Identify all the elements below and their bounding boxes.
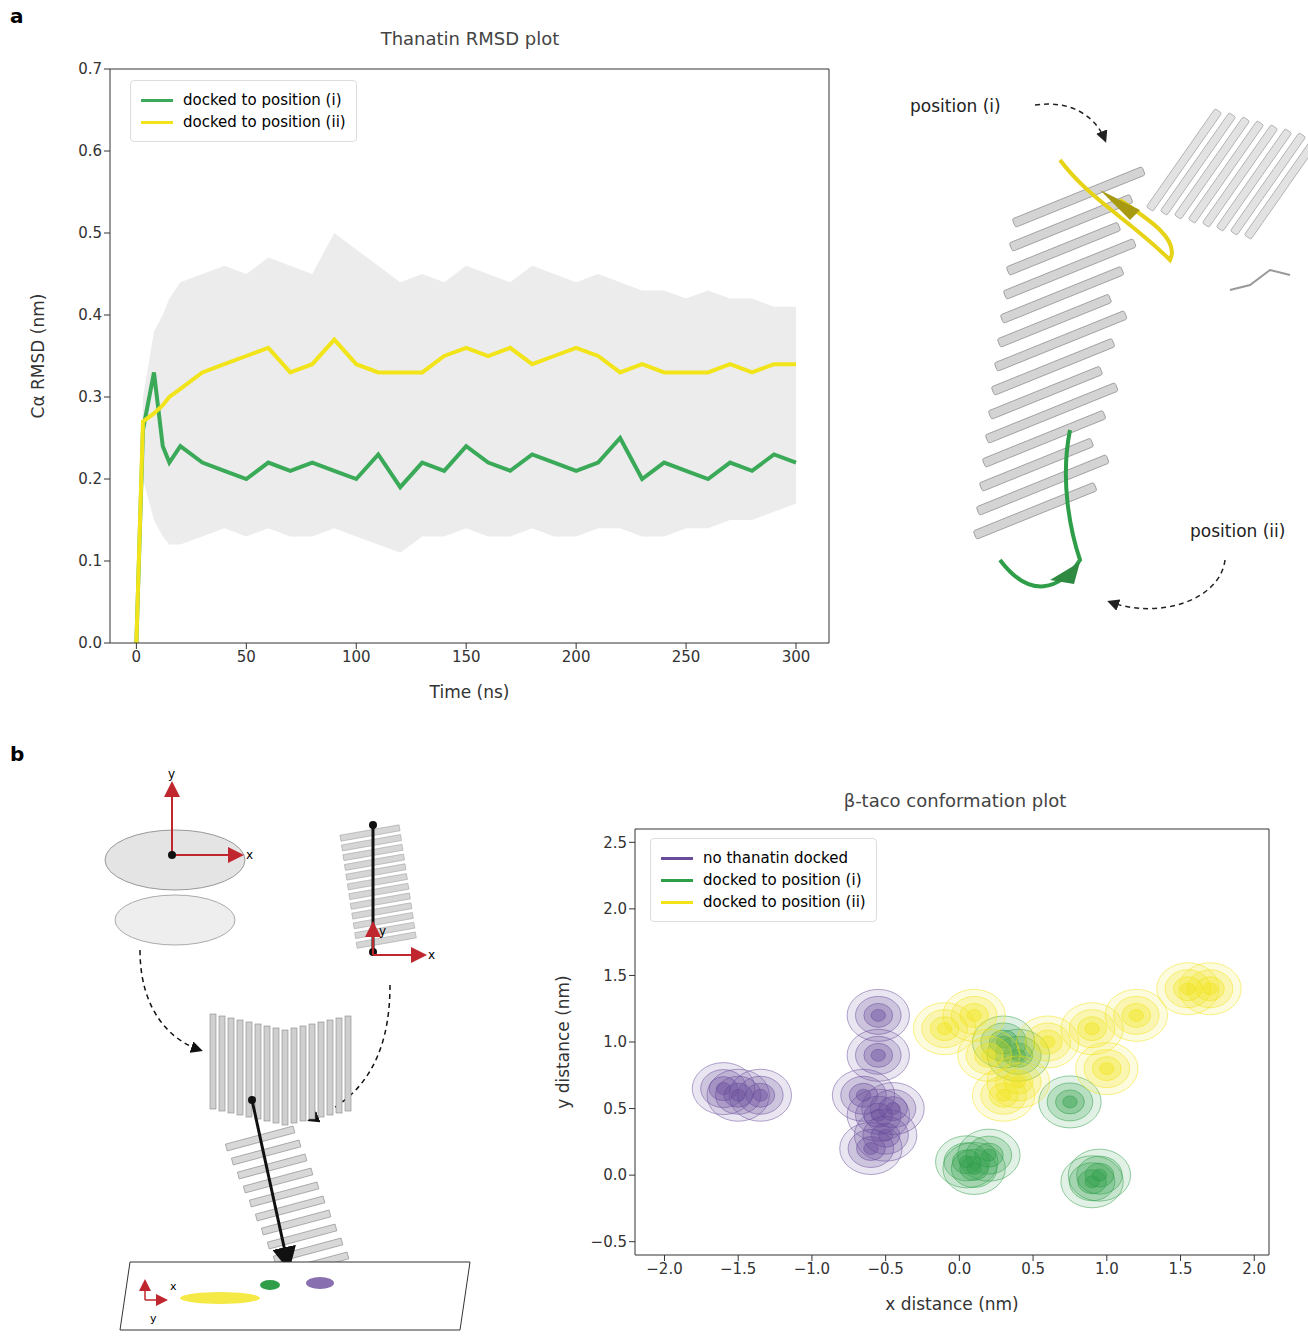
svg-text:0.6: 0.6 [78, 142, 102, 160]
html-text:b: b [10, 742, 25, 766]
svg-text:−0.5: −0.5 [867, 1260, 903, 1278]
svg-text:x distance (nm): x distance (nm) [885, 1294, 1019, 1314]
html-text:Thanatin RMSD plot: Thanatin RMSD plot [380, 28, 560, 49]
svg-text:50: 50 [237, 648, 256, 666]
svg-text:0.5: 0.5 [1021, 1260, 1045, 1278]
svg-text:2.0: 2.0 [1242, 1260, 1266, 1278]
svg-text:−2.0: −2.0 [646, 1260, 682, 1278]
svg-text:2.5: 2.5 [603, 834, 627, 852]
svg-text:0.0: 0.0 [947, 1260, 971, 1278]
svg-text:0.7: 0.7 [78, 60, 102, 78]
svg-text:0.2: 0.2 [78, 470, 102, 488]
html-text:no thanatin docked: no thanatin docked [703, 849, 848, 867]
svg-text:200: 200 [562, 648, 591, 666]
svg-text:0.1: 0.1 [78, 552, 102, 570]
html-text:β-taco conformation plot: β-taco conformation plot [843, 790, 1067, 811]
html-text:docked to position (ii): docked to position (ii) [703, 893, 866, 911]
svg-text:x: x [170, 1280, 177, 1293]
svg-text:1.5: 1.5 [603, 967, 627, 985]
svg-text:2.0: 2.0 [603, 900, 627, 918]
svg-text:−1.0: −1.0 [794, 1260, 830, 1278]
svg-text:0: 0 [132, 648, 142, 666]
svg-text:Time (ns): Time (ns) [429, 682, 510, 702]
svg-text:0.0: 0.0 [78, 634, 102, 652]
svg-text:0.3: 0.3 [78, 388, 102, 406]
svg-text:0.0: 0.0 [603, 1166, 627, 1184]
svg-text:y: y [379, 924, 386, 938]
svg-text:1.0: 1.0 [603, 1033, 627, 1051]
html-text:docked to position (ii): docked to position (ii) [183, 113, 346, 131]
html-text:a: a [10, 4, 24, 28]
svg-text:y distance (nm): y distance (nm) [553, 975, 573, 1109]
svg-text:Cα RMSD (nm): Cα RMSD (nm) [28, 294, 48, 419]
svg-text:x: x [428, 948, 435, 962]
svg-text:0.5: 0.5 [78, 224, 102, 242]
svg-text:0.4: 0.4 [78, 306, 102, 324]
svg-text:x: x [246, 848, 253, 862]
svg-text:1.5: 1.5 [1169, 1260, 1193, 1278]
svg-text:y: y [150, 1312, 157, 1325]
svg-text:position (ii): position (ii) [1190, 521, 1285, 541]
svg-text:250: 250 [672, 648, 701, 666]
html-text:docked to position (i): docked to position (i) [183, 91, 342, 109]
svg-text:0.5: 0.5 [603, 1100, 627, 1118]
html-text:docked to position (i): docked to position (i) [703, 871, 862, 889]
svg-text:position (i): position (i) [910, 96, 1001, 116]
svg-text:300: 300 [782, 648, 811, 666]
svg-text:100: 100 [342, 648, 371, 666]
svg-text:y: y [168, 767, 175, 781]
svg-text:150: 150 [452, 648, 481, 666]
svg-text:−1.5: −1.5 [720, 1260, 756, 1278]
svg-text:−0.5: −0.5 [591, 1233, 627, 1251]
svg-text:1.0: 1.0 [1095, 1260, 1119, 1278]
